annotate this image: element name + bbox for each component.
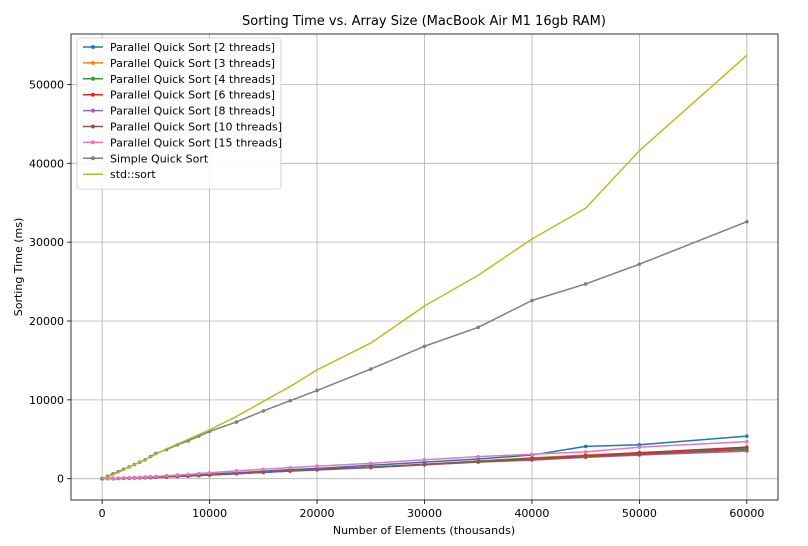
- x-axis-ticks: 0 10000 20000 30000 40000 50000 60000: [99, 500, 764, 520]
- data-point: [121, 476, 126, 480]
- data-point: [583, 444, 588, 449]
- data-point: [422, 457, 427, 462]
- data-point: [288, 465, 292, 470]
- data-point: [288, 398, 292, 403]
- data-point: [154, 474, 158, 479]
- y-tick-label: 40000: [29, 157, 64, 170]
- series-lines: [100, 54, 749, 481]
- data-point: [116, 476, 121, 480]
- data-point: [476, 454, 481, 459]
- data-point: [234, 469, 239, 473]
- data-point: [315, 467, 319, 472]
- x-tick-label: 20000: [300, 507, 335, 520]
- data-point: [745, 447, 749, 452]
- data-point: [234, 420, 239, 424]
- x-tick-label: 0: [99, 507, 106, 520]
- data-point: [368, 465, 373, 470]
- legend-marker: [91, 140, 95, 145]
- data-point: [583, 282, 588, 286]
- data-point: [137, 475, 142, 480]
- y-tick-label: 30000: [29, 236, 64, 249]
- x-tick-label: 30000: [407, 507, 442, 520]
- data-point: [164, 473, 169, 478]
- data-point: [368, 461, 373, 466]
- y-tick-label: 50000: [29, 78, 64, 91]
- legend-marker: [91, 124, 95, 129]
- data-point: [530, 298, 534, 303]
- x-tick-label: 10000: [192, 507, 227, 520]
- legend-marker: [91, 108, 95, 113]
- data-point: [368, 367, 373, 371]
- data-point: [583, 450, 588, 454]
- data-point: [175, 473, 180, 477]
- data-point: [234, 471, 239, 476]
- y-tick-label: 20000: [29, 315, 64, 328]
- data-point: [637, 452, 642, 457]
- data-point: [583, 454, 588, 459]
- data-point: [637, 262, 642, 267]
- chart-title: Sorting Time vs. Array Size (MacBook Air…: [242, 14, 606, 29]
- data-point: [745, 219, 749, 224]
- data-point: [530, 452, 534, 457]
- data-point: [197, 471, 201, 476]
- data-point: [143, 475, 147, 479]
- data-point: [148, 474, 153, 479]
- x-tick-label: 40000: [514, 507, 549, 520]
- data-point: [288, 469, 292, 473]
- legend-marker: [91, 60, 95, 65]
- series-6: [100, 439, 749, 481]
- legend-box: [76, 37, 282, 190]
- data-point: [476, 459, 481, 464]
- data-point: [745, 439, 749, 444]
- x-tick-label: 50000: [622, 507, 657, 520]
- series-8: [101, 54, 748, 480]
- data-point: [111, 476, 115, 481]
- legend-label: Parallel Quick Sort [8 threads]: [110, 105, 275, 118]
- y-axis-label: Sorting Time (ms): [12, 218, 25, 317]
- y-tick-label: 0: [57, 473, 64, 486]
- data-point: [530, 457, 534, 462]
- legend-marker: [91, 45, 95, 49]
- legend-marker: [91, 92, 95, 97]
- data-point: [261, 467, 266, 472]
- legend-label: Parallel Quick Sort [6 threads]: [110, 89, 275, 102]
- data-point: [422, 344, 427, 349]
- x-axis-label: Number of Elements (thousands): [333, 524, 515, 537]
- legend-label: std::sort: [110, 168, 156, 181]
- data-point: [637, 445, 642, 449]
- legend-label: Simple Quick Sort: [110, 152, 209, 165]
- data-point: [315, 464, 319, 468]
- data-point: [315, 388, 319, 393]
- legend: Parallel Quick Sort [2 threads] Parallel …: [76, 37, 282, 190]
- data-point: [422, 462, 427, 467]
- data-point: [261, 470, 266, 475]
- y-tick-label: 10000: [29, 394, 64, 407]
- series-line: [101, 54, 748, 480]
- data-point: [261, 409, 266, 413]
- legend-label: Parallel Quick Sort [15 threads]: [110, 136, 282, 149]
- legend-label: Parallel Quick Sort [4 threads]: [110, 73, 275, 86]
- data-point: [476, 325, 481, 330]
- legend-marker: [91, 156, 95, 161]
- x-tick-label: 60000: [729, 507, 764, 520]
- data-point: [127, 475, 131, 480]
- legend-label: Parallel Quick Sort [3 threads]: [110, 57, 275, 70]
- data-point: [745, 434, 749, 438]
- data-point: [186, 472, 190, 477]
- legend-marker: [91, 76, 95, 81]
- legend-label: Parallel Quick Sort [10 threads]: [110, 121, 282, 134]
- y-axis-ticks: 0 10000 20000 30000 40000 50000: [29, 78, 71, 486]
- data-point: [207, 470, 212, 475]
- legend-label: Parallel Quick Sort [2 threads]: [110, 41, 275, 54]
- data-point: [132, 475, 137, 480]
